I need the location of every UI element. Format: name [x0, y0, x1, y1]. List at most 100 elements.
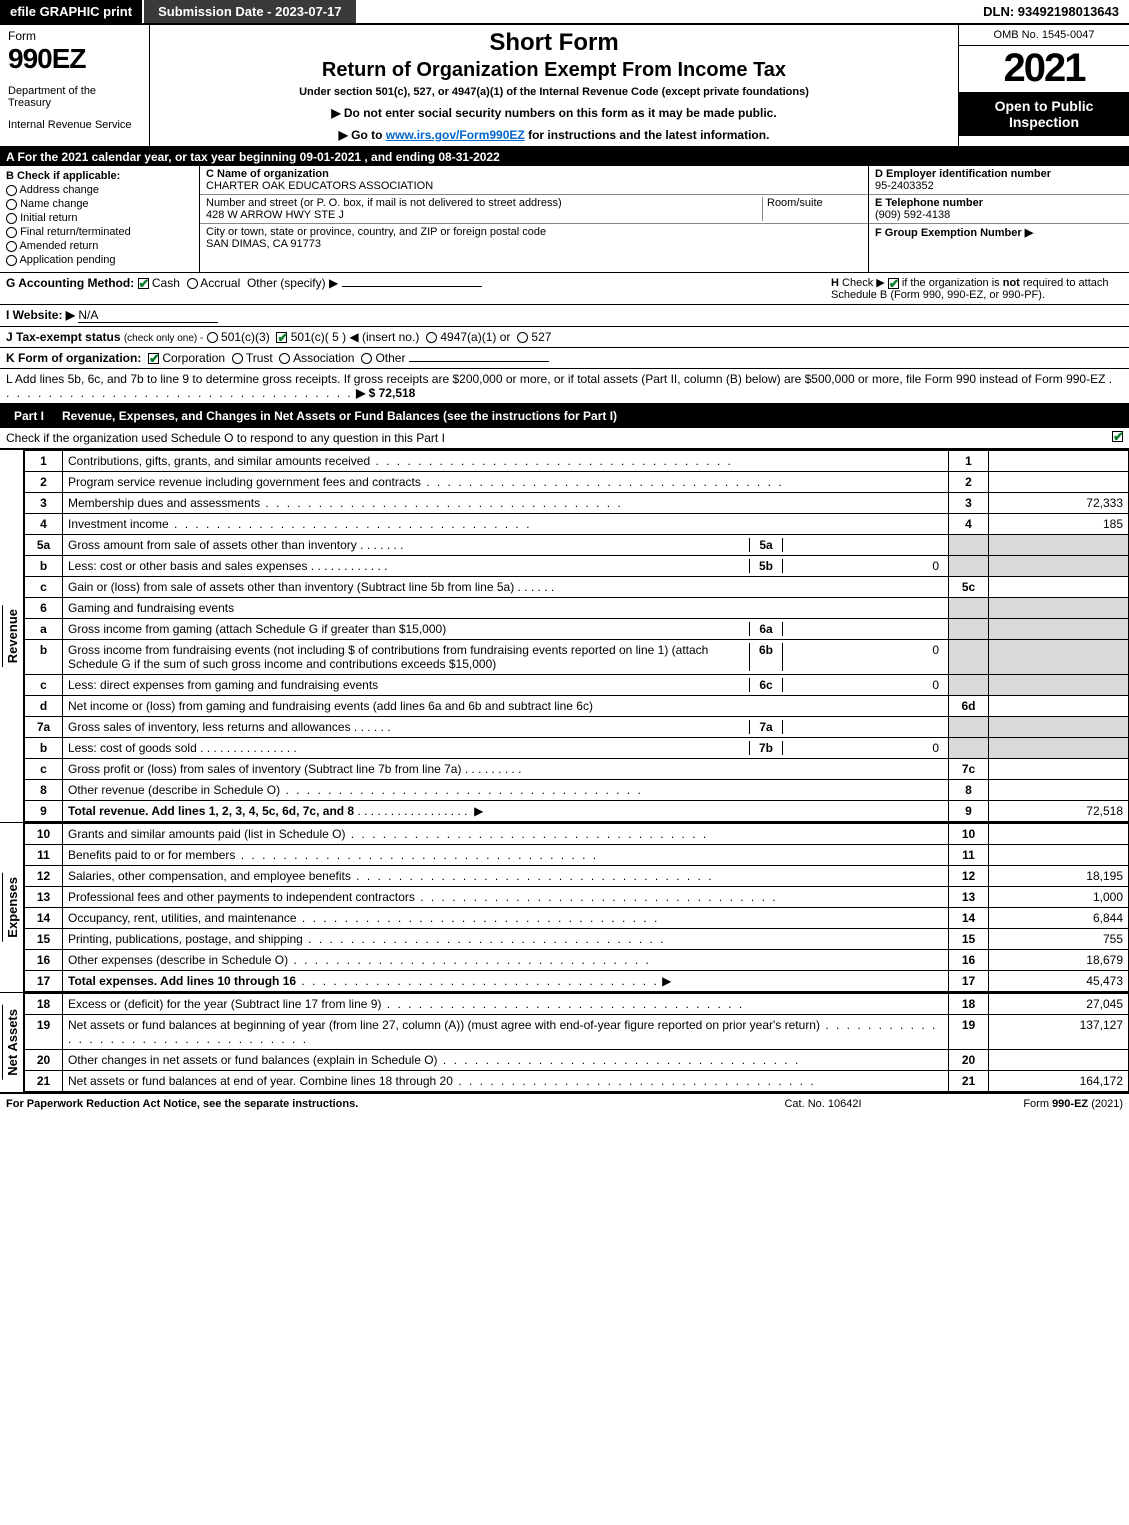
chk-initial-return-label: Initial return — [20, 212, 77, 224]
revenue-section: Revenue 1Contributions, gifts, grants, a… — [0, 449, 1129, 822]
header-center: Short Form Return of Organization Exempt… — [150, 25, 959, 146]
header-left: Form 990EZ Department of the Treasury In… — [0, 25, 150, 146]
part1-check-note: Check if the organization used Schedule … — [0, 428, 1129, 449]
chk-cash[interactable] — [138, 278, 149, 289]
rad-other[interactable] — [361, 353, 372, 364]
footer-cat-no: Cat. No. 10642I — [723, 1098, 923, 1110]
open-to-public: Open to Public Inspection — [959, 92, 1129, 136]
line-16: 16Other expenses (describe in Schedule O… — [25, 950, 1129, 971]
chk-name-change[interactable]: Name change — [6, 198, 193, 210]
line-13: 13Professional fees and other payments t… — [25, 887, 1129, 908]
chk-corporation[interactable] — [148, 353, 159, 364]
g-cash-label: Cash — [152, 276, 180, 290]
title-return: Return of Organization Exempt From Incom… — [158, 59, 950, 82]
line-7b: bLess: cost of goods sold . . . . . . . … — [25, 738, 1129, 759]
line-1: 1Contributions, gifts, grants, and simil… — [25, 451, 1129, 472]
ein-value: 95-2403352 — [875, 180, 934, 192]
line-5a: 5aGross amount from sale of assets other… — [25, 535, 1129, 556]
col-b-label: B Check if applicable: — [6, 170, 193, 182]
dept-treasury: Department of the Treasury — [8, 85, 141, 109]
footer-form-ref: Form 990-EZ (2021) — [923, 1098, 1123, 1110]
col-def: D Employer identification number 95-2403… — [869, 166, 1129, 272]
rad-trust[interactable] — [232, 353, 243, 364]
line-6d: dNet income or (loss) from gaming and fu… — [25, 696, 1129, 717]
k-other-label: Other — [375, 351, 405, 365]
e-label: E Telephone number — [875, 197, 983, 209]
city-value: SAN DIMAS, CA 91773 — [206, 238, 321, 250]
rad-4947[interactable] — [426, 332, 437, 343]
j-note: (check only one) - — [124, 333, 203, 344]
footer-pra-notice: For Paperwork Reduction Act Notice, see … — [6, 1098, 723, 1110]
chk-amended-return[interactable]: Amended return — [6, 240, 193, 252]
line-4: 4Investment income4185 — [25, 514, 1129, 535]
page-footer: For Paperwork Reduction Act Notice, see … — [0, 1092, 1129, 1114]
line-18: 18Excess or (deficit) for the year (Subt… — [25, 994, 1129, 1015]
chk-501c[interactable] — [276, 332, 287, 343]
row-a-tax-year: A For the 2021 calendar year, or tax yea… — [0, 148, 1129, 166]
line-6: 6Gaming and fundraising events — [25, 598, 1129, 619]
row-l-gross-receipts: L Add lines 5b, 6c, and 7b to line 9 to … — [0, 369, 1129, 404]
phone-value: (909) 592-4138 — [875, 209, 950, 221]
chk-application-pending[interactable]: Application pending — [6, 254, 193, 266]
note-ssn: ▶ Do not enter social security numbers o… — [158, 106, 950, 120]
rad-association[interactable] — [279, 353, 290, 364]
revenue-table: 1Contributions, gifts, grants, and simil… — [24, 450, 1129, 822]
section-bcdef: B Check if applicable: Address change Na… — [0, 166, 1129, 273]
form-number: 990EZ — [8, 43, 141, 75]
chk-h-schedule-b[interactable] — [888, 278, 899, 289]
line-8: 8Other revenue (describe in Schedule O)8 — [25, 780, 1129, 801]
room-label: Room/suite — [767, 197, 823, 209]
row-k-org-form: K Form of organization: Corporation Trus… — [0, 348, 1129, 369]
rad-527[interactable] — [517, 332, 528, 343]
rad-501c3[interactable] — [207, 332, 218, 343]
g-accrual-label: Accrual — [200, 276, 240, 290]
vlabel-expenses: Expenses — [2, 873, 22, 942]
j-501c3-label: 501(c)(3) — [221, 330, 270, 344]
col-c-org-info: C Name of organization CHARTER OAK EDUCA… — [200, 166, 869, 272]
omb-number: OMB No. 1545-0047 — [959, 25, 1129, 46]
line-10: 10Grants and similar amounts paid (list … — [25, 824, 1129, 845]
c-label: C Name of organization — [206, 168, 329, 180]
header-right: OMB No. 1545-0047 2021 Open to Public In… — [959, 25, 1129, 146]
tax-year: 2021 — [959, 46, 1129, 90]
chk-address-change[interactable]: Address change — [6, 184, 193, 196]
chk-address-change-label: Address change — [19, 184, 99, 196]
efile-label: efile GRAPHIC print — [0, 0, 142, 23]
l-amount: ▶ $ 72,518 — [356, 386, 415, 400]
j-501c-label: 501(c)( 5 ) ◀ (insert no.) — [291, 330, 420, 344]
part1-header: Part I Revenue, Expenses, and Changes in… — [0, 404, 1129, 428]
vlabel-revenue: Revenue — [2, 605, 22, 667]
j-4947-label: 4947(a)(1) or — [440, 330, 510, 344]
line-12: 12Salaries, other compensation, and empl… — [25, 866, 1129, 887]
part1-badge: Part I — [6, 407, 52, 425]
row-j-tax-status: J Tax-exempt status (check only one) - 5… — [0, 327, 1129, 348]
line-6c: cLess: direct expenses from gaming and f… — [25, 675, 1129, 696]
expenses-table: 10Grants and similar amounts paid (list … — [24, 823, 1129, 992]
chk-initial-return[interactable]: Initial return — [6, 212, 193, 224]
line-7c: cGross profit or (loss) from sales of in… — [25, 759, 1129, 780]
chk-final-return[interactable]: Final return/terminated — [6, 226, 193, 238]
city-label: City or town, state or province, country… — [206, 226, 546, 238]
chk-accrual[interactable] — [187, 278, 198, 289]
d-label: D Employer identification number — [875, 168, 1051, 180]
irs-link[interactable]: www.irs.gov/Form990EZ — [386, 128, 525, 142]
k-label: K Form of organization: — [6, 351, 141, 365]
j-527-label: 527 — [531, 330, 551, 344]
org-name: CHARTER OAK EDUCATORS ASSOCIATION — [206, 180, 433, 192]
g-other-label: Other (specify) ▶ — [247, 276, 338, 290]
line-6a: aGross income from gaming (attach Schedu… — [25, 619, 1129, 640]
chk-final-return-label: Final return/terminated — [20, 226, 131, 238]
col-b-checkboxes: B Check if applicable: Address change Na… — [0, 166, 200, 272]
form-word: Form — [8, 29, 141, 43]
subtitle: Under section 501(c), 527, or 4947(a)(1)… — [158, 86, 950, 98]
g-other-input[interactable] — [342, 286, 482, 287]
note-goto: ▶ Go to www.irs.gov/Form990EZ for instru… — [158, 128, 950, 142]
line-14: 14Occupancy, rent, utilities, and mainte… — [25, 908, 1129, 929]
line-17: 17Total expenses. Add lines 10 through 1… — [25, 971, 1129, 992]
note-goto-pre: ▶ Go to — [339, 128, 386, 142]
chk-schedule-o[interactable] — [1112, 431, 1123, 442]
k-other-input[interactable] — [409, 361, 549, 362]
expenses-section: Expenses 10Grants and similar amounts pa… — [0, 822, 1129, 992]
f-label: F Group Exemption Number ▶ — [875, 227, 1033, 239]
addr-label: Number and street (or P. O. box, if mail… — [206, 197, 562, 209]
